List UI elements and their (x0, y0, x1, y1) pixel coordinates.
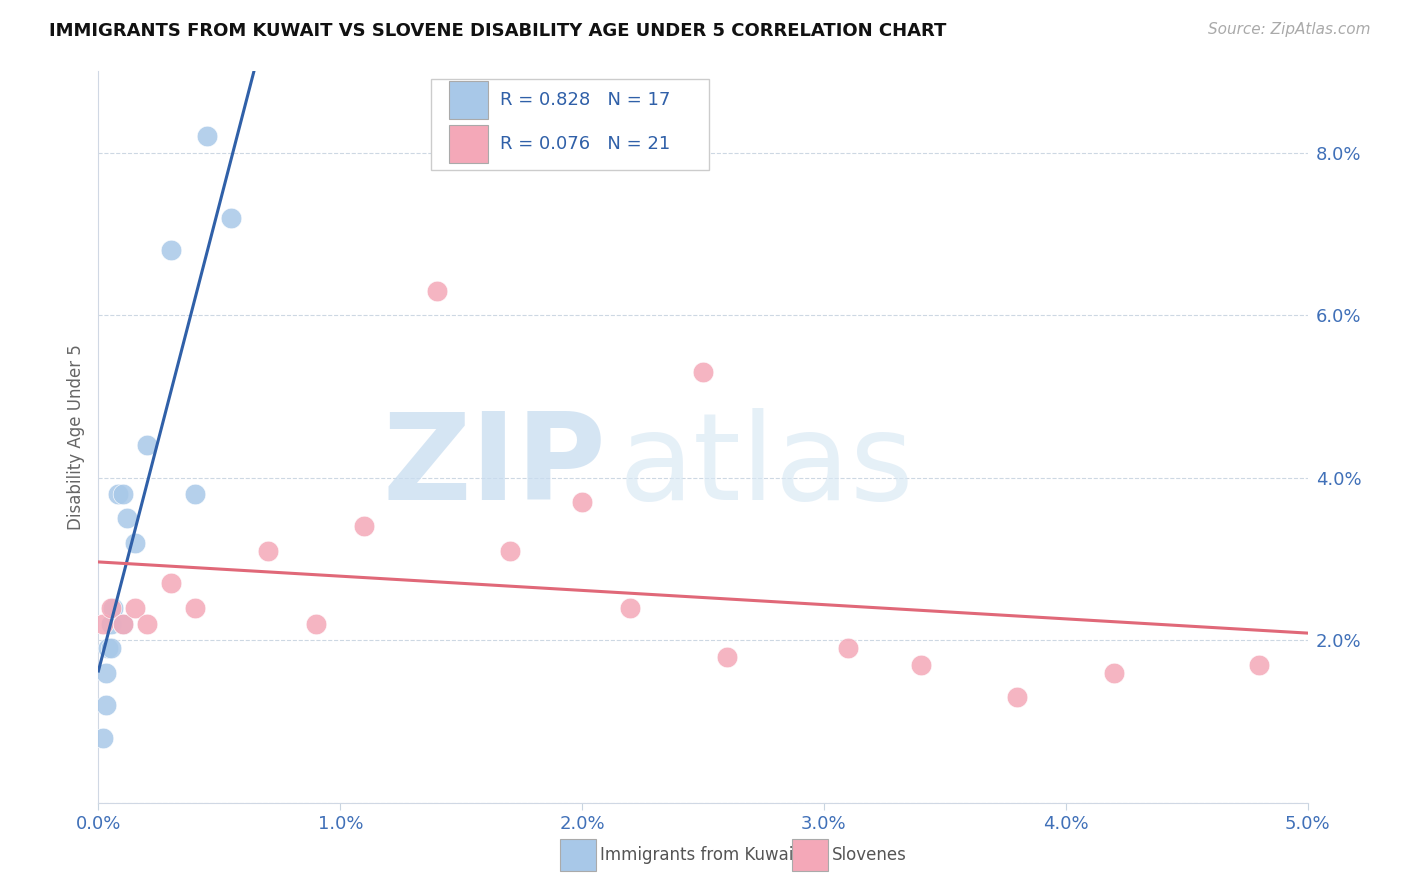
Point (221, 211, 243, 225)
Text: ZIP: ZIP (382, 408, 606, 524)
Point (256, 544, 278, 558)
Point (91, 617, 114, 632)
Point (160, 243, 183, 257)
Point (619, 600, 641, 615)
Text: atlas: atlas (619, 408, 914, 524)
Point (100, 600, 122, 615)
Point (135, 438, 157, 452)
FancyBboxPatch shape (449, 125, 488, 162)
Point (184, 600, 207, 615)
Point (111, 617, 134, 632)
Point (498, 544, 520, 558)
Point (353, 519, 375, 533)
Point (100, 641, 122, 656)
Point (692, 365, 714, 379)
Point (117, 511, 139, 525)
Point (111, 487, 134, 501)
Point (101, 600, 124, 615)
Point (100, 617, 122, 632)
Point (94, 698, 117, 713)
Text: R = 0.076   N = 21: R = 0.076 N = 21 (501, 135, 671, 153)
Text: Slovenes: Slovenes (832, 847, 907, 864)
Point (107, 487, 129, 501)
Point (160, 576, 183, 591)
Point (1102, 665, 1125, 680)
Text: Source: ZipAtlas.com: Source: ZipAtlas.com (1208, 22, 1371, 37)
FancyBboxPatch shape (449, 81, 488, 119)
Point (1249, 657, 1271, 672)
Y-axis label: Disability Age Under 5: Disability Age Under 5 (66, 344, 84, 530)
Point (426, 284, 449, 298)
Point (91, 731, 114, 745)
Point (135, 617, 157, 632)
Point (837, 641, 859, 656)
Point (195, 129, 218, 144)
Point (184, 487, 207, 501)
Point (124, 535, 146, 549)
Point (94, 665, 117, 680)
Point (97, 641, 120, 656)
Point (571, 495, 593, 509)
Point (910, 657, 932, 672)
Point (305, 617, 328, 632)
Point (124, 600, 146, 615)
Point (111, 617, 134, 632)
FancyBboxPatch shape (432, 78, 709, 170)
Point (716, 649, 738, 664)
Text: Immigrants from Kuwait: Immigrants from Kuwait (600, 847, 800, 864)
Text: R = 0.828   N = 17: R = 0.828 N = 17 (501, 91, 671, 109)
Point (1007, 690, 1029, 705)
Text: IMMIGRANTS FROM KUWAIT VS SLOVENE DISABILITY AGE UNDER 5 CORRELATION CHART: IMMIGRANTS FROM KUWAIT VS SLOVENE DISABI… (49, 22, 946, 40)
